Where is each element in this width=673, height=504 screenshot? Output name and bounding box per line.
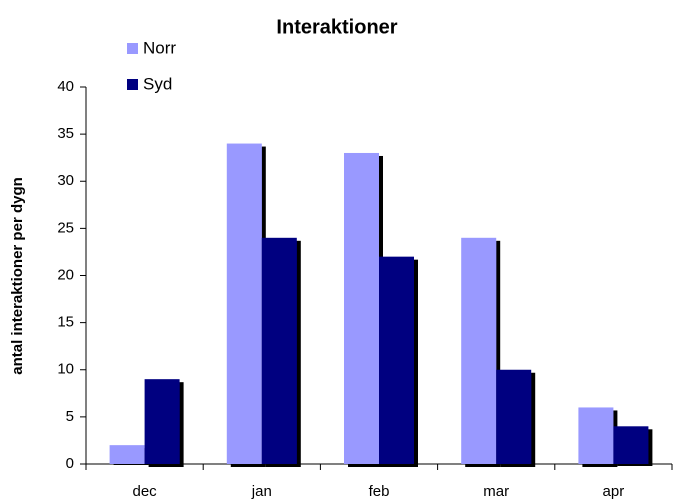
bar <box>261 237 297 464</box>
x-tick-label: jan <box>251 483 272 500</box>
x-tick-label: mar <box>483 483 509 500</box>
bar <box>109 445 145 464</box>
bar <box>144 379 180 464</box>
y-tick-label: 10 <box>57 361 74 378</box>
bar <box>344 152 379 464</box>
bar <box>496 369 532 464</box>
x-tick-label: feb <box>369 483 390 500</box>
legend-label: Norr <box>143 38 176 57</box>
bar <box>578 407 614 464</box>
legend-label: Syd <box>143 74 172 93</box>
y-tick-label: 0 <box>66 455 74 472</box>
y-tick-label: 30 <box>57 172 74 189</box>
y-tick-label: 15 <box>57 314 74 331</box>
y-axis-label: antal interaktioner per dygn <box>9 177 26 375</box>
bar <box>379 256 414 464</box>
y-tick-label: 25 <box>57 219 74 236</box>
chart-title: Interaktioner <box>276 16 397 38</box>
bar <box>613 426 649 464</box>
y-tick-label: 40 <box>57 78 74 95</box>
x-tick-label: apr <box>603 483 625 500</box>
bar <box>461 237 497 464</box>
y-tick-label: 5 <box>66 408 74 425</box>
x-tick-label: dec <box>133 483 158 500</box>
y-tick-label: 20 <box>57 266 74 283</box>
bar <box>226 143 262 465</box>
y-tick-label: 35 <box>57 125 74 142</box>
legend-swatch <box>127 79 138 90</box>
legend-swatch <box>127 43 138 54</box>
